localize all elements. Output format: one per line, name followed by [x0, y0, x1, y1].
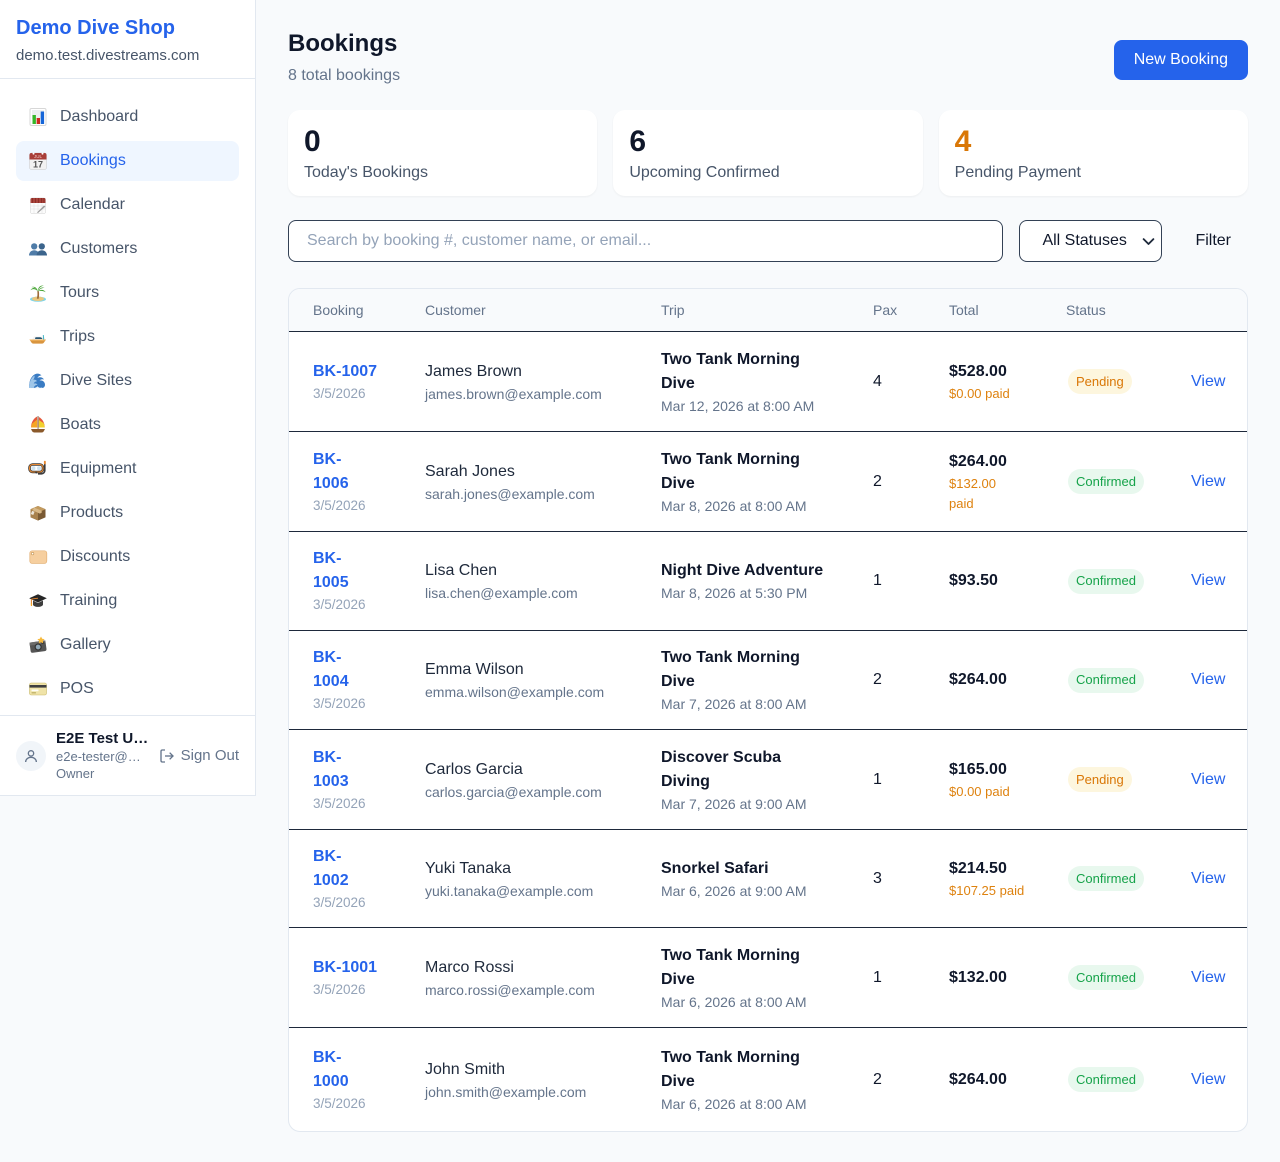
- svg-text:17: 17: [33, 160, 43, 170]
- svg-text:JUL: JUL: [34, 154, 42, 159]
